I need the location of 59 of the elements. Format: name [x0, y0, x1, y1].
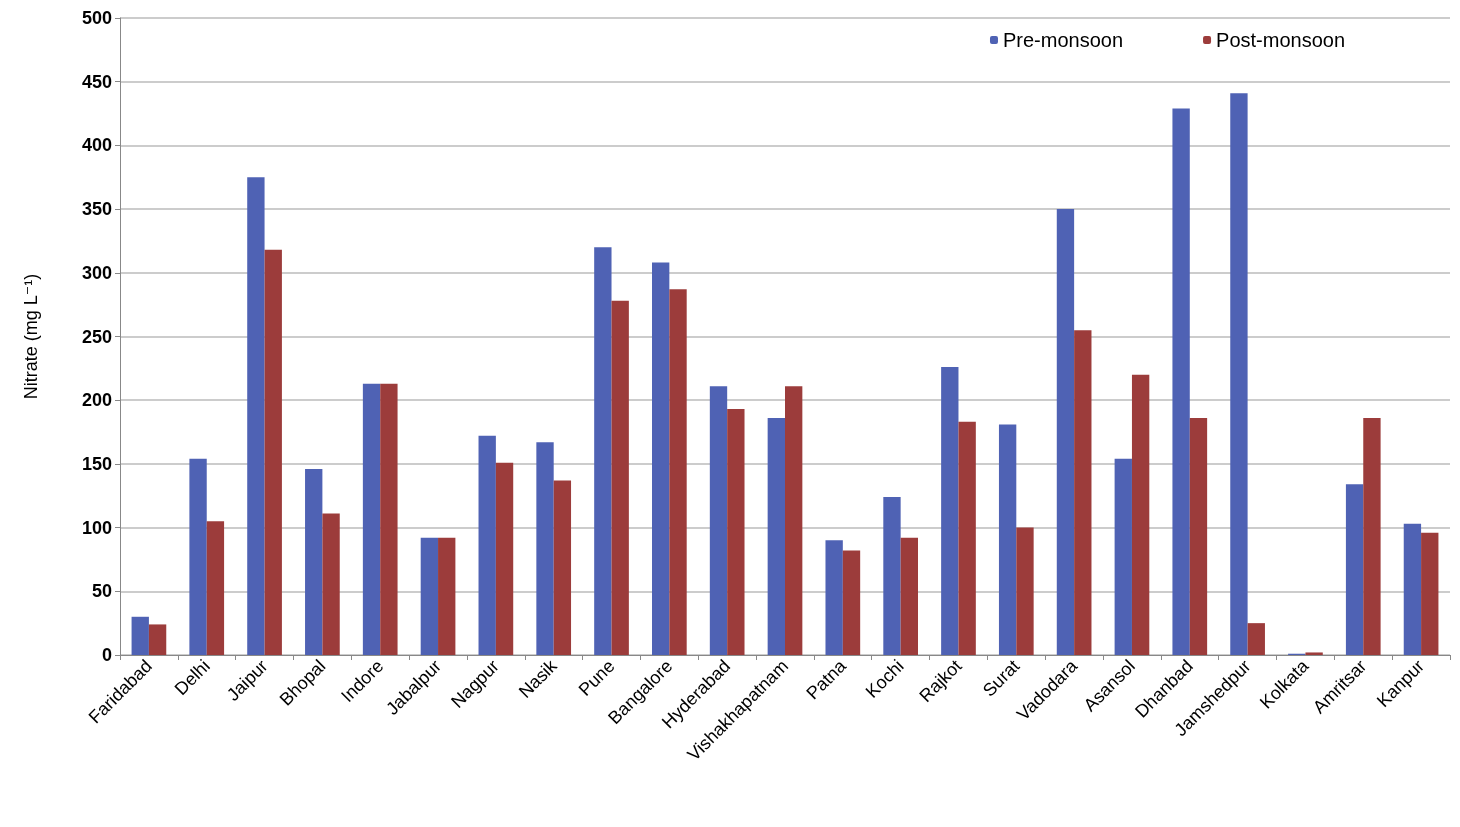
y-tick-label: 250 — [81, 326, 112, 347]
bar — [611, 300, 629, 655]
bar — [362, 383, 381, 655]
y-tick-label: 300 — [81, 262, 112, 283]
bar — [1189, 418, 1208, 655]
bar — [594, 247, 612, 655]
legend-label: Pre-monsoon — [1002, 29, 1124, 51]
bar — [148, 624, 167, 655]
bar — [495, 462, 514, 655]
y-tick-label: 450 — [81, 71, 112, 92]
bar — [727, 409, 745, 655]
bar — [958, 421, 976, 655]
y-tick-label: 200 — [81, 390, 112, 411]
legend-label: Post-monsoon — [1216, 29, 1346, 51]
bar — [1247, 623, 1265, 655]
bar — [652, 262, 670, 655]
bar — [1230, 93, 1248, 655]
bar — [1131, 374, 1150, 655]
bar — [785, 386, 803, 655]
bar — [206, 521, 225, 655]
bar — [1305, 652, 1323, 655]
y-tick-label: 0 — [101, 645, 112, 665]
bar — [420, 537, 439, 655]
bar — [1403, 523, 1422, 655]
y-tick-label: 100 — [81, 517, 112, 538]
bar — [941, 367, 959, 655]
bar — [842, 550, 861, 655]
y-tick-label: 400 — [81, 135, 112, 156]
y-tick-label: 350 — [81, 199, 112, 220]
bar — [322, 513, 340, 655]
bar — [189, 458, 207, 655]
bar — [1421, 532, 1439, 655]
y-tick-label: 150 — [81, 453, 112, 474]
bar — [536, 442, 554, 655]
bar — [1074, 330, 1092, 655]
bar — [478, 435, 496, 655]
bar — [900, 537, 918, 655]
bar — [1345, 484, 1364, 655]
bar — [883, 497, 901, 655]
bar — [1056, 209, 1075, 655]
bar — [1016, 527, 1034, 655]
bar — [247, 177, 265, 655]
bar — [305, 469, 323, 655]
bar — [1114, 458, 1132, 655]
bar — [998, 424, 1017, 655]
bar — [380, 383, 398, 655]
bar — [131, 616, 149, 655]
y-axis-title: Nitrate (mg L⁻¹) — [21, 273, 41, 400]
bar — [1172, 108, 1190, 655]
bar — [709, 386, 728, 655]
y-tick-label: 50 — [91, 581, 112, 602]
bar — [264, 249, 282, 655]
y-tick-label: 500 — [81, 8, 112, 28]
bar — [1363, 418, 1381, 655]
bar — [825, 540, 843, 655]
bar — [767, 418, 785, 655]
bar — [438, 537, 456, 655]
bar — [553, 480, 572, 655]
bar — [669, 289, 687, 655]
